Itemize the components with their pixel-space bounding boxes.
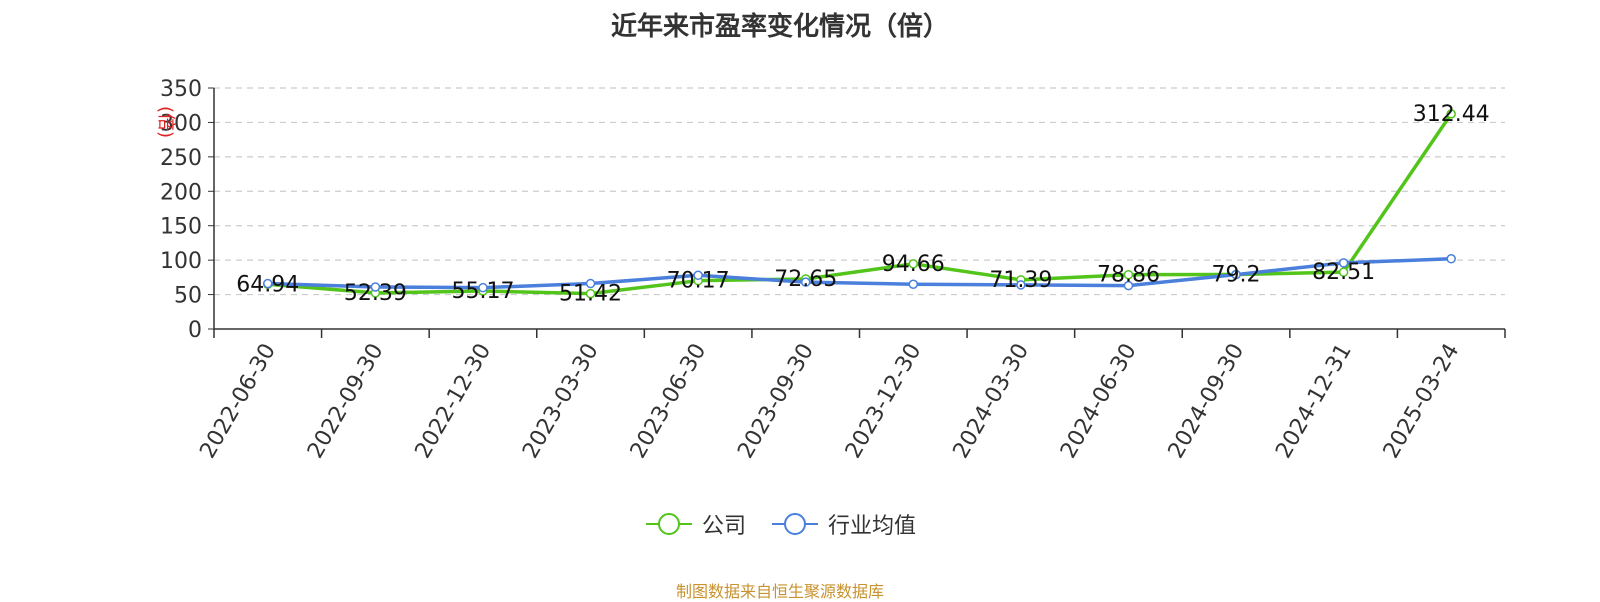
data-point-company [1338, 267, 1349, 277]
data-label: 70.17 [667, 269, 730, 294]
y-tick-label: 150 [160, 215, 202, 240]
y-tick-label: 350 [160, 77, 202, 102]
data-point-industry [478, 282, 488, 293]
data-label: 79.2 [1212, 262, 1261, 287]
legend-company-icon [645, 513, 692, 535]
data-point-industry [800, 277, 811, 287]
x-tick-label: 2023-09-30 [733, 340, 819, 463]
data-labels: 64.94 52.39 55.17 51.42 70.17 72.65 94.66 71.39… [236, 102, 1489, 307]
x-tick-label: 2024-12-31 [1271, 340, 1357, 463]
y-tick-label: 250 [160, 146, 202, 171]
series-lines [263, 109, 1456, 299]
data-point-company [585, 288, 596, 299]
legend-label-company: 公司 [701, 514, 746, 539]
data-point-company [1446, 109, 1456, 119]
x-tick-label: 2022-12-30 [411, 340, 497, 463]
data-label: 52.39 [344, 281, 407, 306]
x-tick-label: 2023-06-30 [626, 340, 712, 463]
data-point-industry [693, 270, 703, 281]
y-axis-label: (倍) [155, 106, 176, 138]
x-tick-label: 2023-03-30 [518, 340, 604, 463]
data-point-industry [1446, 254, 1456, 264]
y-tick-label: 200 [160, 180, 202, 205]
x-tick-label: 2022-06-30 [195, 340, 281, 463]
data-label: 94.66 [882, 252, 945, 277]
legend-item-company[interactable]: 公司 [644, 508, 746, 540]
data-point-industry [1016, 280, 1026, 290]
data-point-company [908, 259, 919, 269]
x-tick-label: 2024-06-30 [1056, 340, 1142, 463]
data-point-industry [370, 282, 381, 292]
data-point-industry [1338, 258, 1349, 268]
data-point-industry [263, 278, 273, 289]
legend-label-industry: 行业均值 [828, 514, 917, 539]
y-tick-label: 50 [174, 284, 202, 309]
x-tick-label: 2024-03-30 [948, 340, 1034, 463]
x-tick-label: 2025-03-24 [1379, 340, 1465, 463]
source-note: 制图数据来自恒生聚源数据库 [675, 582, 884, 601]
legend-industry-icon [772, 513, 818, 535]
y-tick-label: 100 [160, 249, 202, 274]
data-label: 72.65 [774, 267, 837, 292]
x-tick-label: 2022-09-30 [303, 340, 389, 463]
data-point-industry [1231, 269, 1241, 280]
data-point-company [1123, 269, 1134, 280]
y-tick-label: 300 [160, 111, 202, 136]
legend: 公司 行业均值 [0, 508, 1560, 540]
data-point-industry [1123, 280, 1134, 291]
x-tick-label: 2024-09-30 [1164, 340, 1250, 463]
data-label: 64.94 [236, 272, 299, 297]
data-point-industry [908, 279, 919, 289]
data-label: 51.42 [559, 282, 622, 307]
data-label: 78.86 [1097, 263, 1160, 288]
data-label: 71.39 [989, 268, 1052, 293]
x-tick-label: 2023-12-30 [841, 340, 927, 463]
data-point-industry [585, 278, 596, 289]
data-label: 55.17 [451, 279, 514, 304]
data-label: 82.51 [1312, 260, 1375, 285]
chart-title: 近年来市盈率变化情况（倍） [610, 12, 949, 42]
data-label: 312.44 [1413, 102, 1490, 127]
series-line-company [267, 112, 1453, 296]
series-line-industry [267, 257, 1452, 290]
legend-item-industry[interactable]: 行业均值 [770, 508, 916, 540]
y-tick-label: 0 [188, 318, 202, 343]
